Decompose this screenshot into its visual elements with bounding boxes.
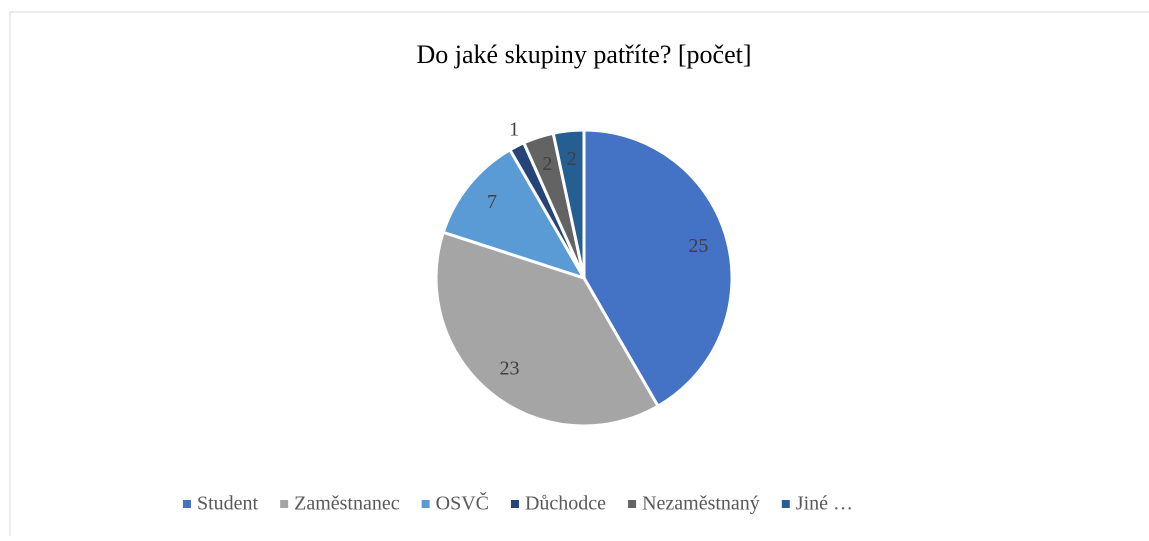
pie-slice (441, 147, 588, 281)
legend-marker (510, 500, 519, 508)
legend-label: OSVČ (436, 491, 489, 515)
legend-marker (421, 500, 430, 508)
legend-marker (628, 500, 637, 508)
data-label: 1 (509, 118, 519, 140)
legend-label: Nezaměstnaný (642, 493, 760, 515)
pie-slice (551, 128, 586, 279)
data-label: 2 (542, 153, 552, 175)
legend-label: Důchodce (525, 493, 606, 515)
legend-label: Jiné … (796, 493, 853, 515)
data-label: 23 (499, 358, 519, 380)
pie-slice (434, 230, 661, 428)
pie-slice (582, 128, 734, 409)
legend-label: Student (197, 493, 259, 515)
data-label: 2 (567, 148, 577, 170)
legend-marker (781, 500, 790, 508)
legend-marker (183, 500, 191, 508)
data-label: 25 (688, 235, 708, 257)
data-label: 7 (487, 191, 497, 213)
legend-marker (280, 500, 289, 508)
legend-label: Zaměstnanec (294, 493, 400, 515)
chart-title: Do jaké skupiny patříte? [počet] (417, 40, 752, 69)
